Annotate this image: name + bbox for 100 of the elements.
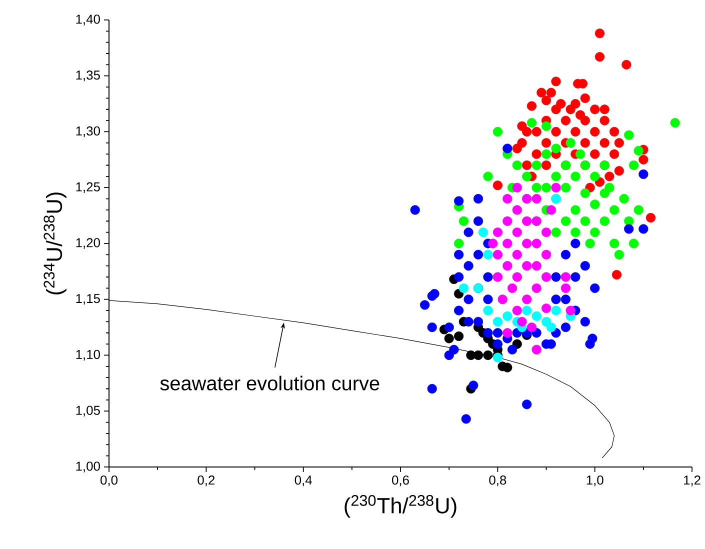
point (492, 228, 502, 238)
point (454, 331, 464, 342)
point (532, 238, 542, 248)
point (532, 149, 542, 159)
y-tick-label: 1,30 (76, 126, 100, 138)
point (590, 149, 600, 159)
point (517, 316, 527, 327)
point (546, 322, 556, 332)
x-axis-title: ($^{230}$Th/$^{238}$U) (344, 495, 456, 518)
point (507, 283, 518, 293)
point (541, 182, 552, 192)
point (541, 121, 552, 131)
point (464, 316, 474, 327)
point (570, 272, 580, 282)
point (464, 294, 474, 304)
point (444, 334, 454, 344)
point (512, 272, 522, 282)
point (551, 126, 561, 137)
point (502, 328, 512, 338)
x-tick-label: 0,2 (198, 476, 215, 486)
point (580, 316, 590, 327)
point (560, 182, 570, 192)
point (624, 224, 634, 234)
point (532, 344, 542, 354)
point (532, 311, 542, 321)
point (566, 306, 576, 316)
point (585, 238, 595, 248)
point (604, 182, 614, 192)
point (560, 322, 570, 332)
point (570, 99, 580, 109)
point (622, 60, 632, 70)
point (498, 294, 508, 304)
point (492, 250, 502, 260)
point (492, 126, 502, 137)
point (585, 339, 595, 349)
point (670, 118, 680, 128)
point (566, 138, 576, 148)
point (464, 228, 474, 238)
point (612, 270, 622, 280)
y-tick-label: 1,20 (76, 238, 100, 249)
point (551, 182, 561, 192)
point (532, 283, 542, 293)
point (498, 362, 508, 372)
point (634, 205, 644, 215)
point (560, 294, 570, 304)
point (551, 272, 561, 282)
point (580, 116, 590, 126)
point (600, 138, 610, 148)
point (594, 52, 604, 62)
point (502, 238, 512, 248)
point (580, 138, 590, 148)
point (570, 172, 580, 182)
point (507, 344, 518, 354)
point (512, 250, 522, 260)
point (522, 126, 532, 137)
point (454, 238, 464, 248)
y-tick-label: 1,10 (76, 350, 100, 361)
point (492, 180, 502, 190)
point (590, 172, 600, 182)
point (551, 306, 561, 316)
point (502, 216, 512, 226)
point (512, 182, 522, 192)
point (560, 116, 570, 126)
point (590, 228, 600, 238)
y-tick-label: 1,40 (76, 14, 100, 26)
point (600, 116, 610, 126)
point (590, 283, 600, 293)
point (609, 149, 620, 159)
point (483, 172, 493, 182)
x-tick-label: 1,2 (684, 476, 700, 486)
point (560, 250, 570, 260)
point (492, 316, 502, 327)
point (473, 316, 484, 327)
point (600, 216, 610, 226)
annotation: seawater evolution curve (160, 376, 380, 390)
x-tick-label: 0,6 (392, 476, 409, 486)
point (483, 306, 493, 316)
point (541, 228, 552, 238)
point (483, 350, 493, 360)
x-tick-label: 0,8 (489, 476, 506, 486)
x-tick-label: 0,4 (294, 476, 312, 486)
point (473, 216, 484, 226)
point (551, 294, 561, 304)
point (522, 261, 532, 271)
point (483, 272, 493, 282)
point (628, 238, 639, 248)
point (478, 228, 488, 238)
point (512, 205, 522, 215)
point (444, 350, 454, 360)
point (551, 172, 561, 182)
point (541, 272, 552, 282)
point (546, 88, 556, 98)
point (512, 306, 522, 316)
y-tick-label: 1,00 (76, 462, 100, 472)
point (522, 294, 532, 304)
point (570, 238, 580, 248)
point (560, 216, 570, 226)
point (522, 172, 532, 182)
point (541, 149, 552, 159)
point (473, 250, 484, 260)
